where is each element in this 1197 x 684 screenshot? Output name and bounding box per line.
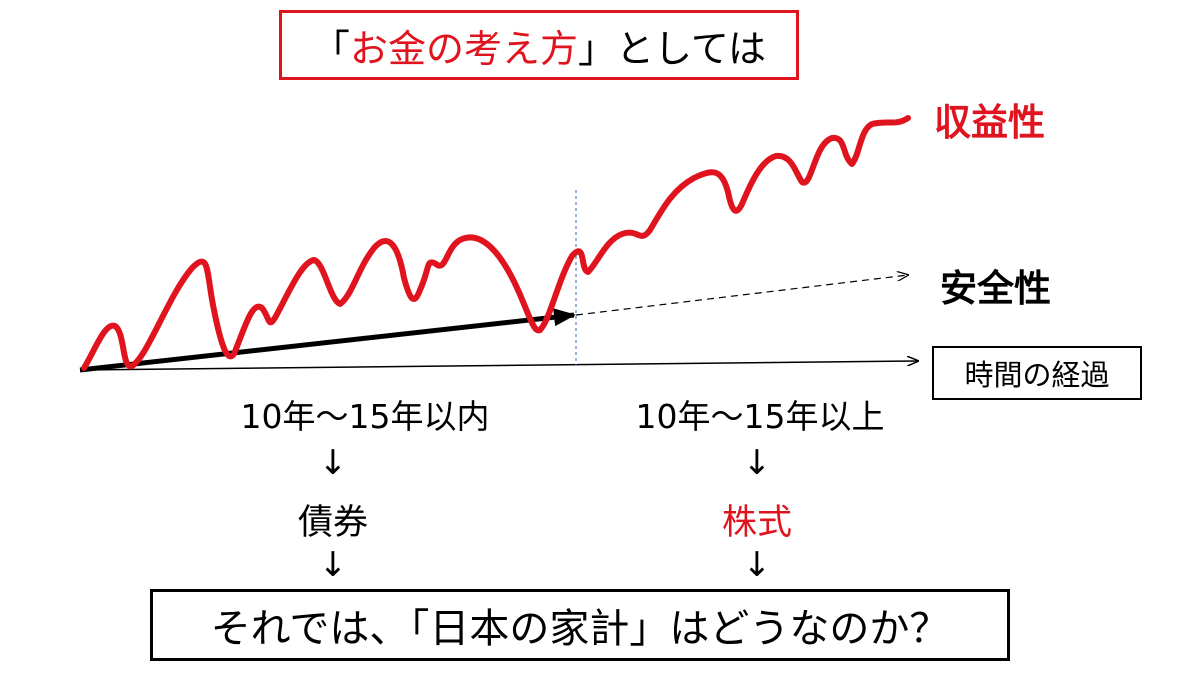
down-arrow-left-2: ↓ [318, 545, 348, 585]
profitability-label: 収益性 [934, 101, 1045, 144]
time-axis [79, 361, 918, 371]
time-elapsed-label: 時間の経過 [964, 358, 1110, 392]
safety-label: 安全性 [940, 267, 1051, 310]
period-long-label: 10年～15年以上 [635, 397, 885, 436]
question-text: それでは、「日本の家計」はどうなのか？ [210, 606, 950, 652]
title-open-bracket: 「 [311, 26, 350, 71]
period-short-label: 10年～15年以内 [240, 397, 490, 436]
question-box: それでは、「日本の家計」はどうなのか？ [150, 589, 1010, 661]
title-rest: 」としては [577, 26, 767, 71]
safety-trend-dashed [575, 275, 908, 316]
down-arrow-left-1: ↓ [318, 443, 348, 483]
title-highlight: お金の考え方 [349, 26, 578, 71]
down-arrow-right-1: ↓ [742, 443, 772, 483]
time-elapsed-box: 時間の経過 [932, 346, 1142, 400]
bonds-label: 債券 [297, 503, 369, 543]
title-box: 「お金の考え方 」としては [279, 10, 799, 80]
stocks-label: 株式 [721, 503, 793, 543]
down-arrow-right-2: ↓ [742, 545, 772, 585]
profitability-curve [81, 115, 911, 371]
safety-trend-arrow [79, 308, 576, 373]
